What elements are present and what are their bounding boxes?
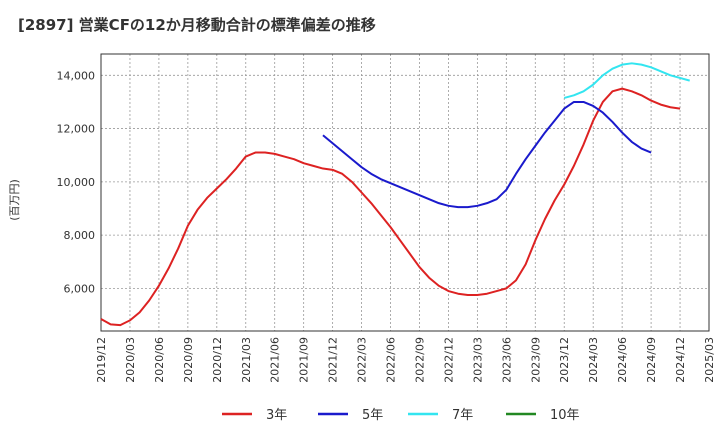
grid xyxy=(100,54,710,331)
x-tick-label: 2019/12 xyxy=(95,337,108,383)
x-tick-label: 2024/09 xyxy=(645,337,658,383)
x-tick-label: 2023/09 xyxy=(529,337,542,383)
series-group xyxy=(100,62,690,327)
x-tick-label: 2020/12 xyxy=(211,337,224,383)
x-tick-label: 2022/03 xyxy=(356,337,369,383)
x-tick-label: 2024/06 xyxy=(616,337,629,383)
x-tick-label: 2021/06 xyxy=(269,337,282,383)
y-tick-label: 10,000 xyxy=(57,176,96,189)
x-tick-label: 2023/06 xyxy=(500,337,513,383)
series-line-1 xyxy=(100,87,681,327)
series-line-3 xyxy=(563,62,690,99)
y-axis: 6,000 8,000 10,000 12,000 14,000 xyxy=(57,69,96,295)
plot-area xyxy=(100,53,710,332)
x-tick-label: 2020/06 xyxy=(153,337,166,383)
x-tick-label: 2021/03 xyxy=(240,337,253,383)
x-tick-label: 2022/12 xyxy=(442,337,455,383)
y-axis-label: (百万円) xyxy=(8,179,21,221)
y-tick-label: 12,000 xyxy=(57,123,96,136)
x-tick-label: 2024/03 xyxy=(587,337,600,383)
x-tick-label: 2022/06 xyxy=(385,337,398,383)
x-tick-label: 2021/12 xyxy=(327,337,340,383)
x-tick-label: 2023/03 xyxy=(471,337,484,383)
x-tick-label: 2025/03 xyxy=(703,337,716,383)
legend-label: 5年 xyxy=(362,408,383,423)
x-axis: 2019/12 2020/03 2020/06 2020/09 2020/12 2021/… xyxy=(95,337,716,383)
series-line-2 xyxy=(322,100,652,209)
x-tick-label: 2021/09 xyxy=(298,337,311,383)
x-tick-label: 2022/09 xyxy=(413,337,426,383)
x-tick-label: 2020/09 xyxy=(182,337,195,383)
y-tick-label: 6,000 xyxy=(64,282,96,295)
legend-label: 3年 xyxy=(266,408,287,423)
y-tick-label: 8,000 xyxy=(64,229,96,242)
x-tick-label: 2024/12 xyxy=(674,337,687,383)
legend-label: 10年 xyxy=(550,408,580,423)
chart-title: [2897] 営業CFの12か月移動合計の標準偏差の推移 xyxy=(18,16,376,34)
legend: 3年 5年 7年 10年 xyxy=(222,408,580,423)
x-tick-label: 2023/12 xyxy=(558,337,571,383)
y-tick-label: 14,000 xyxy=(57,69,96,82)
x-tick-label: 2020/03 xyxy=(124,337,137,383)
legend-label: 7年 xyxy=(452,408,473,423)
